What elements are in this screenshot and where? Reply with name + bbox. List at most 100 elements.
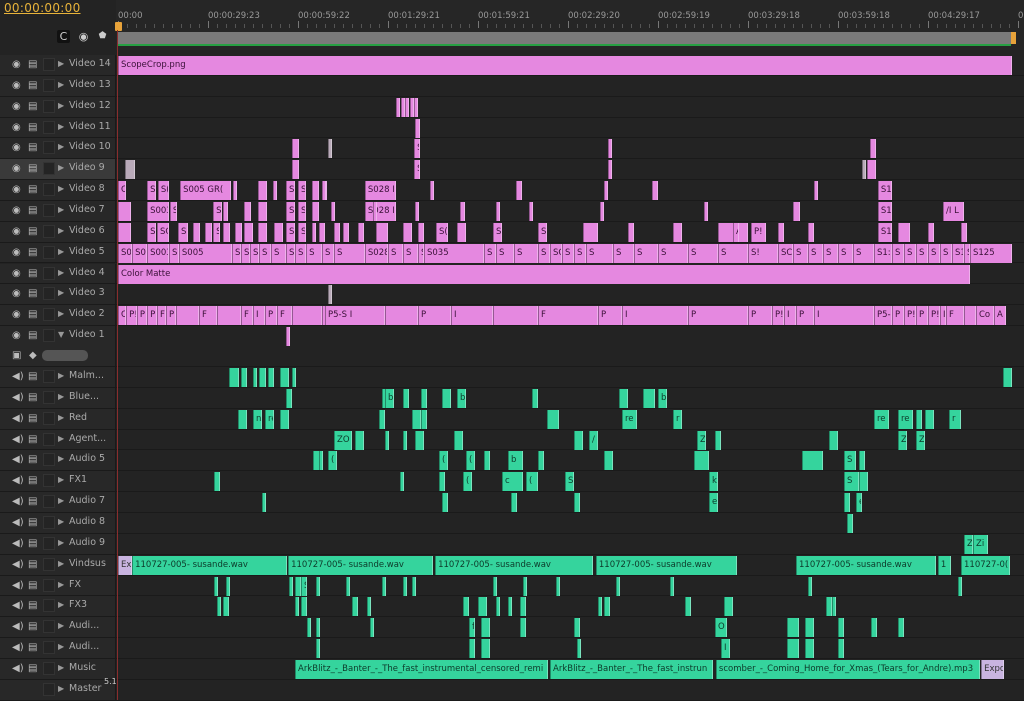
video-clip[interactable]: S	[838, 243, 853, 263]
audio-clip[interactable]	[604, 597, 610, 617]
video-clip[interactable]	[778, 222, 784, 242]
audio-clip[interactable]: S	[565, 472, 574, 492]
track-lock-toggle[interactable]	[43, 58, 55, 71]
audio-clip[interactable]: r	[673, 409, 682, 429]
track-header[interactable]: ◉ ▤ ▶ Video 9	[0, 159, 116, 180]
audio-clip[interactable]	[403, 576, 407, 596]
audio-clip[interactable]: b	[658, 388, 667, 408]
track-header[interactable]: ◀) ▤ ▶ Blue...	[0, 387, 116, 408]
video-clip[interactable]: P	[916, 306, 928, 326]
expand-triangle-icon[interactable]: ▶	[58, 391, 65, 401]
video-clip[interactable]	[403, 222, 412, 242]
audio-clip[interactable]	[847, 514, 853, 533]
audio-clip[interactable]	[292, 368, 296, 388]
sync-lock-icon[interactable]: ▤	[28, 225, 38, 237]
eye-icon[interactable]: ◉	[12, 288, 21, 300]
video-clip[interactable]: S	[823, 243, 838, 263]
video-clip[interactable]: P!	[904, 306, 916, 326]
video-clip[interactable]	[430, 181, 434, 201]
audio-clip[interactable]	[598, 597, 602, 617]
video-clip[interactable]: P	[136, 306, 148, 326]
playhead-handle[interactable]	[115, 22, 122, 31]
audio-clip[interactable]	[241, 368, 247, 388]
sync-lock-icon[interactable]: ▤	[28, 309, 38, 321]
audio-clip[interactable]: S	[844, 451, 856, 471]
video-clip[interactable]	[258, 222, 268, 242]
track-lock-toggle[interactable]	[43, 141, 55, 155]
eye-icon[interactable]: ◉	[12, 142, 21, 154]
video-clip[interactable]: I	[253, 306, 265, 326]
audio-clip[interactable]: (	[526, 472, 538, 492]
video-clip[interactable]	[312, 201, 319, 221]
sync-lock-icon[interactable]: ▤	[28, 121, 38, 133]
audio-clip[interactable]: e	[709, 493, 718, 513]
video-clip[interactable]: /I L	[943, 201, 964, 221]
audio-clip[interactable]	[496, 597, 500, 617]
track-lock-toggle[interactable]	[43, 453, 55, 467]
audio-clip[interactable]	[832, 597, 836, 617]
audio-clip[interactable]: 110727-005- susande.wav	[435, 555, 593, 575]
track-lock-toggle[interactable]	[43, 390, 55, 404]
video-clip[interactable]	[223, 222, 230, 242]
audio-clip[interactable]	[838, 618, 844, 638]
track-lock-toggle[interactable]	[43, 661, 55, 675]
video-clip[interactable]: S	[250, 243, 259, 263]
track-header[interactable]: ◉ ▤ ▼ Video 1 ▣ ◆	[0, 326, 116, 367]
audio-clip[interactable]	[478, 597, 487, 617]
audio-clip[interactable]	[916, 409, 922, 429]
video-clip[interactable]	[496, 201, 500, 221]
video-clip[interactable]: S	[634, 243, 658, 263]
audio-clip[interactable]	[616, 576, 620, 596]
track-header[interactable]: ▶ Master	[0, 679, 116, 700]
sync-lock-icon[interactable]: ▤	[28, 412, 38, 424]
eye-icon[interactable]: ◉	[12, 330, 21, 342]
video-clip[interactable]: S	[496, 243, 514, 263]
video-clip[interactable]: S	[286, 181, 295, 201]
video-clip[interactable]: S028 I	[364, 201, 397, 221]
video-clip[interactable]: S	[298, 222, 307, 242]
sync-lock-icon[interactable]: ▤	[28, 204, 38, 216]
video-clip[interactable]: F	[277, 306, 292, 326]
video-clip[interactable]: S	[484, 243, 496, 263]
video-clip[interactable]: S	[562, 243, 574, 263]
track-lock-toggle[interactable]	[43, 578, 55, 592]
video-clip[interactable]	[516, 181, 523, 201]
video-clip[interactable]	[373, 201, 377, 221]
speaker-icon[interactable]: ◀)	[12, 412, 24, 424]
audio-clip[interactable]	[226, 576, 230, 596]
audio-clip[interactable]: Zi	[973, 534, 988, 554]
video-clip[interactable]: SC	[778, 243, 793, 263]
video-clip[interactable]: S	[586, 243, 613, 263]
speaker-icon[interactable]: ◀)	[12, 600, 24, 612]
audio-clip[interactable]: b	[508, 451, 523, 471]
video-clip[interactable]: SC	[157, 222, 169, 242]
track-lock-toggle[interactable]	[43, 411, 55, 425]
track-header[interactable]: ◀) ▤ ▶ Music	[0, 658, 116, 679]
audio-clip[interactable]: (	[466, 451, 475, 471]
video-clip[interactable]: P	[418, 306, 451, 326]
audio-clip[interactable]: scomber_-_Coming_Home_for_Xmas_(Tears_fo…	[715, 659, 980, 679]
audio-clip[interactable]	[412, 576, 416, 596]
audio-clip[interactable]	[574, 430, 583, 450]
audio-clip[interactable]	[808, 576, 812, 596]
speaker-icon[interactable]: ◀)	[12, 537, 24, 549]
video-clip[interactable]	[898, 222, 910, 242]
video-clip[interactable]: S!	[748, 243, 778, 263]
audio-clip[interactable]	[370, 618, 374, 638]
video-clip[interactable]	[118, 222, 131, 242]
audio-clip[interactable]	[1003, 368, 1012, 388]
audio-clip[interactable]: f	[469, 618, 475, 638]
video-clip[interactable]: S	[538, 243, 550, 263]
video-clip[interactable]: Co	[976, 306, 994, 326]
video-clip[interactable]: I	[814, 306, 874, 326]
video-clip[interactable]: S	[259, 243, 271, 263]
audio-clip[interactable]	[469, 639, 475, 659]
video-clip[interactable]	[961, 222, 967, 242]
video-clip[interactable]	[703, 201, 709, 221]
video-clip[interactable]	[322, 181, 326, 201]
video-clip[interactable]	[292, 306, 322, 326]
audio-clip[interactable]	[520, 597, 526, 617]
video-clip[interactable]: S	[940, 243, 952, 263]
audio-clip[interactable]	[925, 409, 934, 429]
video-clip[interactable]	[604, 181, 609, 201]
